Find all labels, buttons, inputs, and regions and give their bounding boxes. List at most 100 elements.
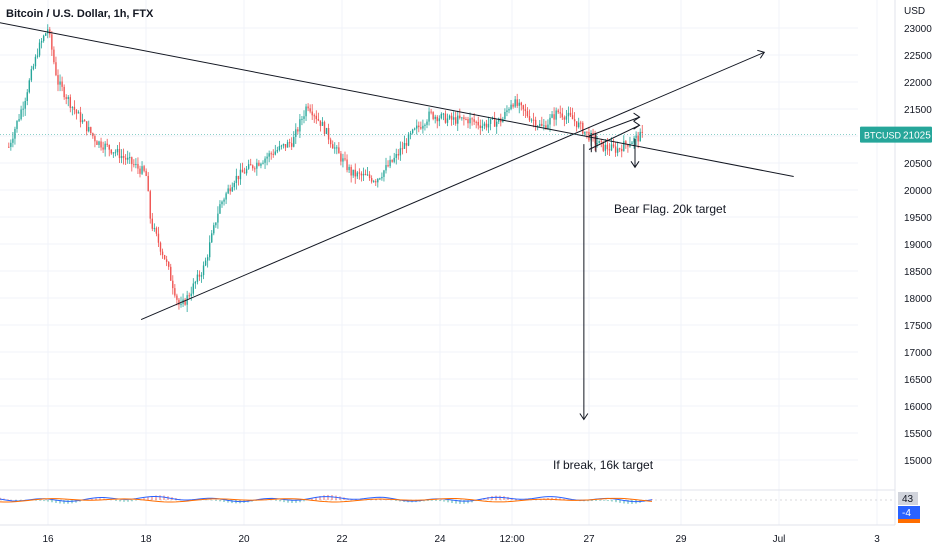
candle-body — [307, 106, 309, 109]
candle-body — [549, 117, 551, 125]
candle-body — [623, 141, 625, 152]
candle-body — [16, 120, 18, 129]
candle-body — [40, 41, 43, 43]
candle-body — [270, 153, 272, 155]
candle-body — [206, 257, 209, 261]
candle-body — [434, 116, 436, 119]
candle-body — [471, 118, 473, 120]
candle-body — [94, 136, 96, 142]
candle-body — [598, 140, 600, 144]
candle-body — [621, 148, 623, 152]
candle-body — [342, 158, 344, 162]
candle-body — [358, 172, 361, 174]
candle-body — [198, 274, 201, 277]
candle-body — [90, 127, 92, 134]
candle-body — [532, 119, 535, 121]
flag-channel-line — [588, 124, 640, 150]
candle-body — [553, 114, 555, 120]
candle-body — [428, 111, 430, 122]
candle-body — [264, 158, 266, 163]
candle-body — [512, 104, 514, 107]
candle-body — [600, 140, 602, 142]
trendline-arrowhead — [757, 49, 766, 59]
candle-body — [504, 112, 506, 119]
candle-body — [165, 259, 168, 262]
candle-body — [143, 166, 145, 171]
candle-body — [227, 188, 229, 194]
candle-body — [178, 299, 180, 305]
candle-body — [633, 137, 635, 143]
candle-body — [612, 144, 615, 147]
candle-body — [26, 92, 28, 101]
candle-body — [635, 135, 637, 138]
candle-body — [397, 154, 399, 156]
candle-body — [610, 144, 613, 151]
oscillator-badge-3 — [898, 519, 920, 523]
candle-body — [467, 119, 469, 124]
price-tick-label: 22500 — [904, 51, 932, 62]
candle-body — [473, 119, 475, 122]
time-tick-label: 18 — [140, 534, 152, 545]
candle-body — [588, 131, 590, 141]
candle-body — [446, 118, 449, 123]
price-tick-label: 17000 — [904, 348, 932, 359]
candle-body — [370, 178, 373, 182]
candle-body — [516, 99, 518, 106]
candle-body — [629, 144, 631, 147]
candle-body — [325, 128, 328, 134]
candle-body — [221, 201, 223, 205]
candle-body — [120, 155, 123, 159]
candle-body — [555, 110, 557, 120]
candle-body — [334, 147, 336, 149]
candle-body — [131, 157, 133, 165]
candle-body — [565, 116, 568, 120]
candle-body — [276, 149, 279, 152]
candle-body — [65, 97, 67, 99]
candle-body — [385, 165, 387, 171]
oscillator-value-1: 43 — [902, 494, 914, 505]
flag-channel-line — [588, 116, 640, 137]
candle-body — [288, 142, 291, 144]
candle-body — [192, 283, 194, 294]
candle-body — [571, 115, 574, 120]
candle-body — [18, 119, 20, 121]
candle-body — [352, 169, 354, 176]
price-tick-label: 23000 — [904, 24, 932, 35]
candle-body — [528, 116, 531, 121]
time-axis[interactable]: 16 18 20 22 24 12:00 27 29 Jul 3 — [0, 524, 895, 545]
price-tick-label: 20500 — [904, 159, 932, 170]
candle-body — [578, 122, 580, 128]
candle-body — [383, 170, 385, 177]
candle-body — [215, 222, 217, 226]
candle-body — [258, 162, 260, 166]
candle-body — [348, 166, 350, 171]
candle-body — [161, 251, 164, 256]
price-axis[interactable]: 2300022500220002150021000205002000019500… — [894, 0, 932, 525]
candle-body — [487, 123, 490, 128]
candle-body — [493, 117, 496, 127]
oscillator-pane: 43-4 — [0, 489, 920, 523]
candle-body — [481, 125, 484, 129]
candle-body — [250, 164, 252, 166]
candle-body — [305, 106, 307, 117]
candle-body — [243, 172, 246, 174]
candle-body — [211, 233, 213, 243]
candle-body — [295, 129, 297, 137]
candle-body — [541, 123, 543, 126]
candle-body — [586, 131, 588, 133]
candle-body — [543, 125, 545, 127]
candle-body — [424, 124, 426, 126]
time-tick-label: 22 — [336, 534, 348, 545]
candle-body — [461, 117, 463, 119]
candle-body — [530, 119, 533, 121]
candle-body — [59, 81, 61, 85]
candle-body — [569, 112, 572, 116]
time-tick-label: 29 — [675, 534, 687, 545]
candle-body — [286, 142, 289, 148]
candle-body — [366, 174, 369, 176]
candle-body — [137, 163, 139, 169]
price-tick-label: 20000 — [904, 186, 932, 197]
candle-body — [301, 118, 303, 120]
candle-body — [508, 109, 510, 111]
